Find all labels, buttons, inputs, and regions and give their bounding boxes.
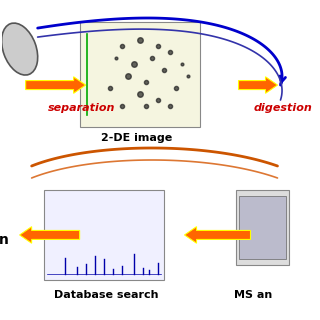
FancyArrow shape <box>238 77 277 93</box>
Text: 2-DE image: 2-DE image <box>101 132 172 142</box>
FancyArrow shape <box>185 227 251 243</box>
Ellipse shape <box>2 23 38 75</box>
Text: digestion: digestion <box>253 102 312 113</box>
Text: separation: separation <box>48 102 116 113</box>
FancyBboxPatch shape <box>238 196 286 259</box>
FancyBboxPatch shape <box>80 22 200 127</box>
FancyArrow shape <box>20 227 80 243</box>
Text: Database search: Database search <box>54 290 159 300</box>
Text: MS an: MS an <box>234 290 273 300</box>
FancyBboxPatch shape <box>236 190 290 265</box>
Text: n: n <box>0 233 9 247</box>
FancyBboxPatch shape <box>44 190 164 280</box>
FancyArrow shape <box>26 77 86 93</box>
